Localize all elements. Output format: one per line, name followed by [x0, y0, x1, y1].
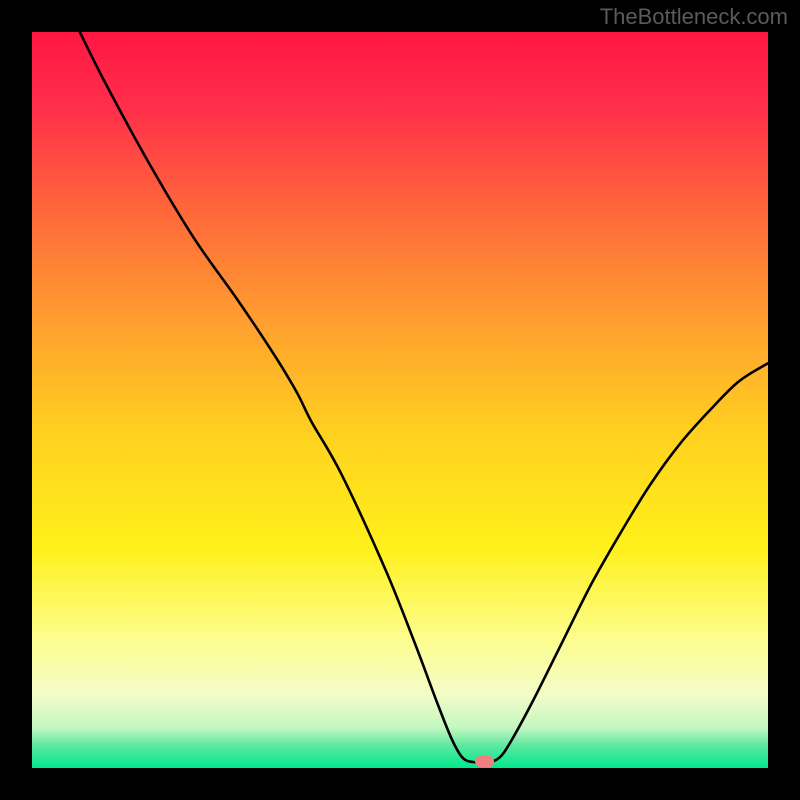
plot-area: [32, 32, 768, 768]
watermark-text: TheBottleneck.com: [600, 4, 788, 30]
bottleneck-chart: TheBottleneck.com: [0, 0, 800, 800]
bottleneck-curve: [32, 32, 768, 768]
optimal-point-marker: [475, 756, 494, 766]
